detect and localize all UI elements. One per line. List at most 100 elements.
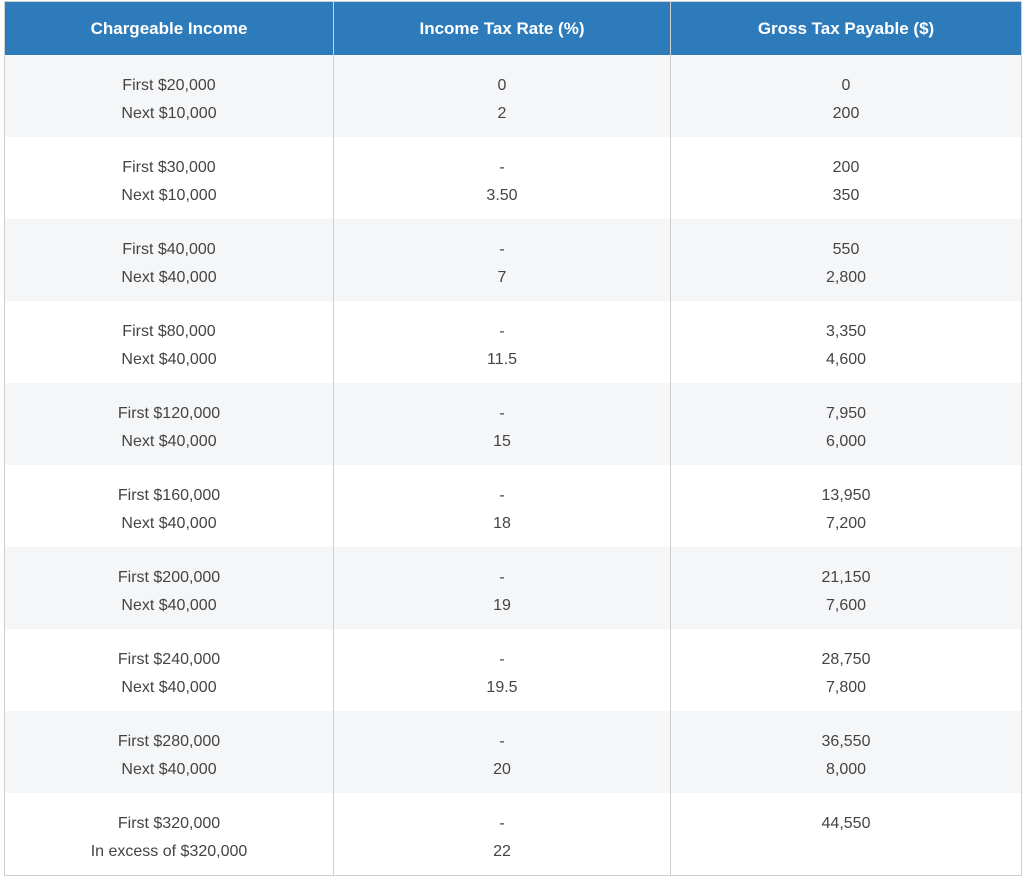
tax-rate-line: 7 (497, 269, 507, 286)
chargeable-income-line: First $320,000 (117, 815, 221, 832)
chargeable-income-cell: First $40,000 Next $40,000 (4, 219, 334, 301)
gross-tax-line: 8,000 (825, 761, 867, 778)
gross-tax-line: 6,000 (825, 433, 867, 450)
gross-tax-line: 3,350 (825, 323, 867, 340)
chargeable-income-line: First $160,000 (117, 487, 221, 504)
gross-tax-line: 350 (832, 187, 860, 204)
gross-tax-line: 4,600 (825, 351, 867, 368)
tax-rate-cell: - 3.50 (333, 137, 671, 219)
header-gross-tax-payable: Gross Tax Payable ($) (670, 1, 1022, 55)
chargeable-income-line: First $80,000 (122, 323, 216, 340)
table-row: First $120,000 Next $40,000 - 15 7,950 6,000 (4, 383, 1022, 465)
gross-tax-line: 200 (832, 105, 860, 122)
tax-rate-line: 0 (497, 77, 507, 94)
chargeable-income-cell: First $280,000 Next $40,000 (4, 711, 334, 793)
tax-rate-cell: - 15 (333, 383, 671, 465)
table-body: First $20,000 Next $10,000 0 2 0 200 First $30… (4, 55, 1022, 876)
gross-tax-line: 7,600 (825, 597, 867, 614)
table-row: First $40,000 Next $40,000-7 550 2,800 (4, 219, 1022, 301)
gross-tax-line: 7,800 (825, 679, 867, 696)
gross-tax-cell: 7,950 6,000 (670, 383, 1022, 465)
gross-tax-cell: 28,750 7,800 (670, 629, 1022, 711)
tax-rate-line: - (499, 487, 505, 504)
gross-tax-line: 36,550 (821, 733, 871, 750)
tax-rate-line: 19.5 (486, 679, 518, 696)
chargeable-income-cell: First $30,000 Next $10,000 (4, 137, 334, 219)
header-income-tax-rate: Income Tax Rate (%) (333, 1, 671, 55)
gross-tax-line: 13,950 (821, 487, 871, 504)
table-row: First $30,000 Next $10,000 - 3.50 200 350 (4, 137, 1022, 219)
chargeable-income-cell: First $240,000 Next $40,000 (4, 629, 334, 711)
chargeable-income-line: Next $10,000 (121, 105, 217, 122)
chargeable-income-line: Next $40,000 (121, 515, 217, 532)
tax-rate-line: - (499, 241, 505, 258)
tax-rate-line: 15 (493, 433, 511, 450)
tax-rate-cell: - 19 (333, 547, 671, 629)
chargeable-income-cell: First $80,000 Next $40,000 (4, 301, 334, 383)
gross-tax-line: 7,950 (825, 405, 867, 422)
gross-tax-cell: 550 2,800 (670, 219, 1022, 301)
chargeable-income-line: Next $40,000 (121, 269, 217, 286)
chargeable-income-line: First $20,000 (122, 77, 216, 94)
tax-rate-line: - (499, 651, 505, 668)
table-row: First $80,000 Next $40,000 - 11.5 3,350 4,600 (4, 301, 1022, 383)
tax-rate-line: 22 (493, 843, 511, 860)
tax-rate-line: - (499, 159, 505, 176)
tax-rate-cell: - 18 (333, 465, 671, 547)
chargeable-income-cell: First $160,000 Next $40,000 (4, 465, 334, 547)
table-row: First $160,000 Next $40,000 - 18 13,950 7,200 (4, 465, 1022, 547)
gross-tax-cell: 44,550 (670, 793, 1022, 876)
table-row: First $240,000 Next $40,000 - 19.5 28,750 7,8… (4, 629, 1022, 711)
tax-rate-line: 3.50 (486, 187, 518, 204)
chargeable-income-line: First $30,000 (122, 159, 216, 176)
tax-rate-line: 18 (493, 515, 511, 532)
gross-tax-cell: 200 350 (670, 137, 1022, 219)
chargeable-income-line: First $280,000 (117, 733, 221, 750)
table-row: First $320,000 In excess of $320,000 - 22 44… (4, 793, 1022, 876)
gross-tax-line: 44,550 (821, 815, 871, 832)
tax-rate-line: 11.5 (487, 351, 517, 368)
chargeable-income-line: Next $40,000 (121, 761, 217, 778)
tax-rate-cell: - 19.5 (333, 629, 671, 711)
gross-tax-cell: 36,550 8,000 (670, 711, 1022, 793)
gross-tax-line: 2,800 (825, 269, 867, 286)
chargeable-income-line: First $200,000 (117, 569, 221, 586)
gross-tax-line: 200 (832, 159, 860, 176)
tax-rate-line: - (499, 323, 505, 340)
chargeable-income-line: Next $10,000 (121, 187, 217, 204)
chargeable-income-line: First $240,000 (117, 651, 221, 668)
table-row: First $200,000 Next $40,000 - 19 21,150 7,600 (4, 547, 1022, 629)
chargeable-income-line: In excess of $320,000 (90, 843, 248, 860)
tax-rate-line: 20 (493, 761, 511, 778)
tax-rate-line: - (499, 569, 505, 586)
gross-tax-cell: 13,950 7,200 (670, 465, 1022, 547)
tax-rate-line: - (499, 733, 505, 750)
tax-rate-cell: - 11.5 (333, 301, 671, 383)
tax-rate-line: 19 (493, 597, 511, 614)
gross-tax-line: 550 (832, 241, 860, 258)
gross-tax-cell: 0 200 (670, 55, 1022, 137)
tax-rate-line: - (499, 815, 505, 832)
tax-rate-line: 2 (497, 105, 507, 122)
chargeable-income-cell: First $320,000 In excess of $320,000 (4, 793, 334, 876)
chargeable-income-cell: First $120,000 Next $40,000 (4, 383, 334, 465)
tax-rate-line: - (499, 405, 505, 422)
table-row: First $20,000 Next $10,000 0 2 0 200 (4, 55, 1022, 137)
chargeable-income-line: First $40,000 (122, 241, 216, 258)
chargeable-income-cell: First $200,000 Next $40,000 (4, 547, 334, 629)
gross-tax-cell: 3,350 4,600 (670, 301, 1022, 383)
gross-tax-cell: 21,150 7,600 (670, 547, 1022, 629)
chargeable-income-line: First $120,000 (117, 405, 221, 422)
chargeable-income-line: Next $40,000 (121, 351, 217, 368)
tax-rate-cell: -7 (333, 219, 671, 301)
table-row: First $280,000 Next $40,000 - 20 36,550 8,000 (4, 711, 1022, 793)
chargeable-income-line: Next $40,000 (121, 597, 217, 614)
tax-rate-cell: - 20 (333, 711, 671, 793)
gross-tax-line: 7,200 (825, 515, 867, 532)
header-row: Chargeable Income Income Tax Rate (%) Gr… (4, 1, 1022, 55)
tax-rate-cell: - 22 (333, 793, 671, 876)
chargeable-income-cell: First $20,000 Next $10,000 (4, 55, 334, 137)
gross-tax-line: 0 (841, 77, 851, 94)
chargeable-income-line: Next $40,000 (121, 433, 217, 450)
